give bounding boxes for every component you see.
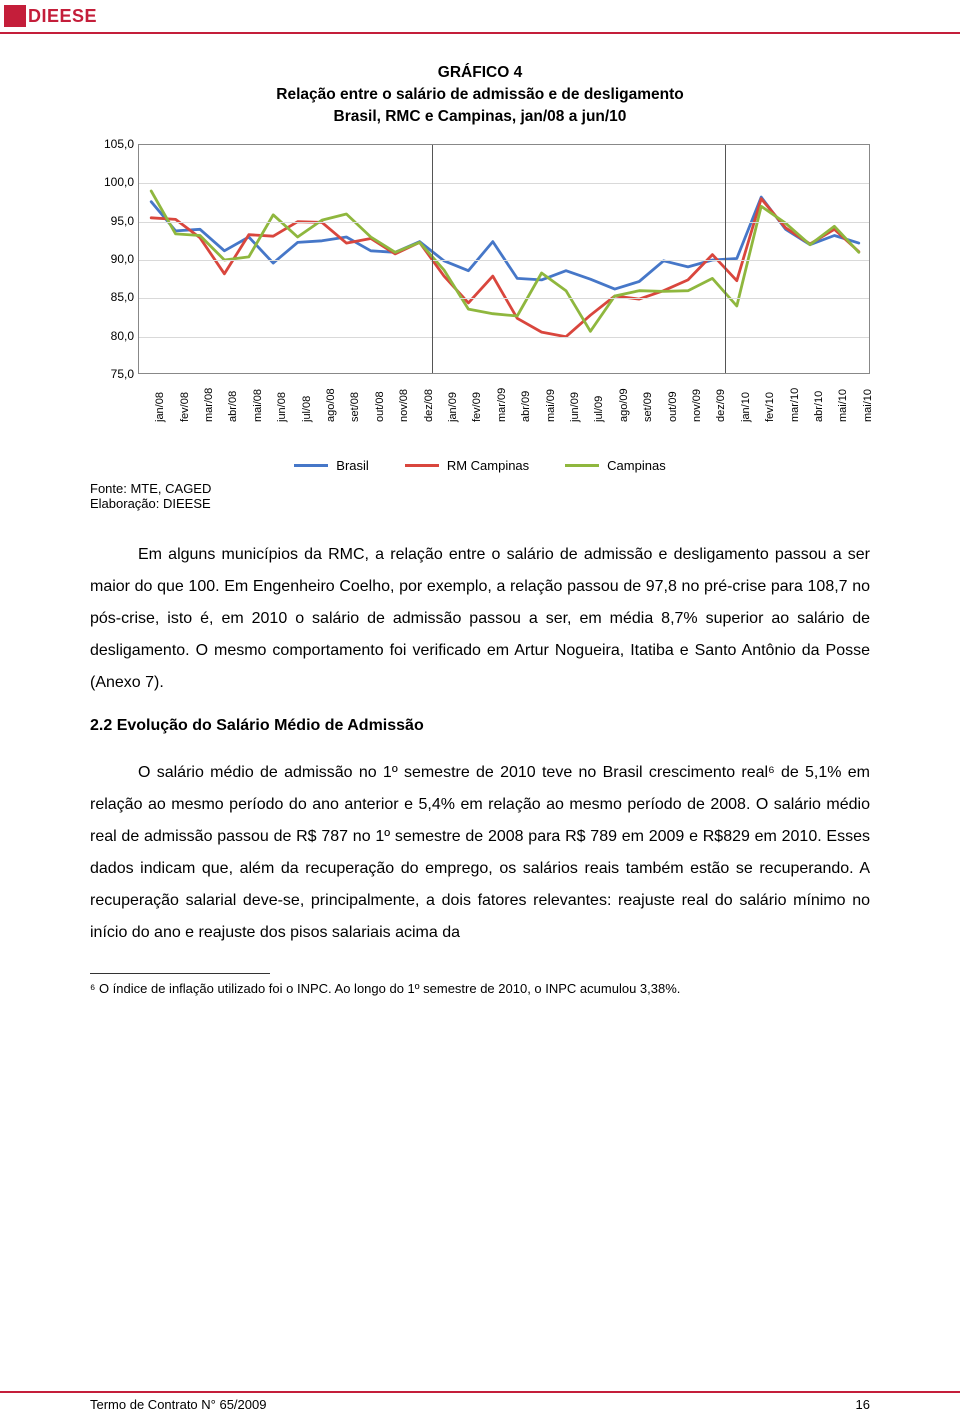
legend-label: RM Campinas <box>447 458 529 473</box>
header-bar: DIEESE <box>0 0 960 34</box>
x-tick-label: fev/09 <box>471 392 483 422</box>
footer-left: Termo de Contrato N° 65/2009 <box>90 1397 266 1412</box>
grid-line <box>139 298 869 299</box>
x-tick-label: dez/09 <box>715 389 727 422</box>
x-tick-label: mai/10 <box>837 389 849 422</box>
page-content: GRÁFICO 4 Relação entre o salário de adm… <box>0 34 960 998</box>
x-tick-label: mar/08 <box>203 388 215 422</box>
x-tick-label: jul/08 <box>301 396 313 422</box>
footnote-rule <box>90 973 270 974</box>
grid-line <box>139 337 869 338</box>
page-footer: Termo de Contrato N° 65/2009 16 <box>0 1391 960 1412</box>
chart-divider <box>432 145 433 373</box>
x-tick-label: abr/09 <box>520 391 532 422</box>
x-tick-label: jun/08 <box>276 392 288 422</box>
x-axis-labels: jan/08 fev/08 mar/08 abr/08 mai/08 jun/08 jul/… <box>138 378 870 424</box>
chart-source: Fonte: MTE, CAGED <box>90 481 870 496</box>
x-tick-label: jun/09 <box>569 392 581 422</box>
x-tick-label: out/09 <box>667 391 679 422</box>
x-tick-label: out/08 <box>374 391 386 422</box>
chart-plot-area <box>138 144 870 374</box>
chart-title-1: GRÁFICO 4 <box>90 64 870 82</box>
paragraph-2: O salário médio de admissão no 1º semest… <box>90 757 870 949</box>
y-tick-label: 105,0 <box>104 137 134 151</box>
footnote: ⁶ O índice de inflação utilizado foi o I… <box>90 980 870 998</box>
chart-title-3: Brasil, RMC e Campinas, jan/08 a jun/10 <box>90 108 870 126</box>
x-tick-label: ago/08 <box>325 388 337 422</box>
y-tick-label: 75,0 <box>111 367 134 381</box>
x-tick-label: nov/08 <box>398 389 410 422</box>
legend-swatch <box>405 464 439 467</box>
x-tick-label: jan/08 <box>154 392 166 422</box>
legend-swatch <box>565 464 599 467</box>
chart-legend: Brasil RM Campinas Campinas <box>90 458 870 473</box>
y-tick-label: 80,0 <box>111 329 134 343</box>
line-chart: 75,080,085,090,095,0100,0105,0 jan/08fev… <box>90 144 870 414</box>
x-tick-label: dez/08 <box>423 389 435 422</box>
x-tick-label: mai/08 <box>252 389 264 422</box>
logo: DIEESE <box>4 5 97 27</box>
section-heading: 2.2 Evolução do Salário Médio de Admissã… <box>90 717 870 735</box>
x-tick-label: mar/09 <box>496 388 508 422</box>
x-tick-label: fev/08 <box>179 392 191 422</box>
logo-text: DIEESE <box>28 6 97 27</box>
grid-line <box>139 183 869 184</box>
x-tick-label: mai/09 <box>545 389 557 422</box>
chart-divider <box>725 145 726 373</box>
legend-swatch <box>294 464 328 467</box>
logo-icon <box>4 5 26 27</box>
paragraph-1: Em alguns municípios da RMC, a relação e… <box>90 539 870 699</box>
x-tick-label: ago/09 <box>618 388 630 422</box>
x-tick-label: jul/09 <box>593 396 605 422</box>
y-tick-label: 100,0 <box>104 175 134 189</box>
legend-item: RM Campinas <box>405 458 529 473</box>
x-tick-label: abr/08 <box>227 391 239 422</box>
x-tick-label: set/08 <box>349 392 361 422</box>
legend-label: Brasil <box>336 458 369 473</box>
grid-line <box>139 260 869 261</box>
x-tick-label: fev/10 <box>764 392 776 422</box>
x-tick-label: abr/10 <box>813 391 825 422</box>
x-tick-label: mai/10 <box>862 389 874 422</box>
y-tick-label: 90,0 <box>111 252 134 266</box>
x-tick-label: set/09 <box>642 392 654 422</box>
chart-elaboration: Elaboração: DIEESE <box>90 496 870 511</box>
body-text: Em alguns municípios da RMC, a relação e… <box>90 539 870 949</box>
y-tick-label: 95,0 <box>111 214 134 228</box>
legend-item: Campinas <box>565 458 666 473</box>
legend-label: Campinas <box>607 458 666 473</box>
chart-title-2: Relação entre o salário de admissão e de… <box>90 86 870 104</box>
x-tick-label: nov/09 <box>691 389 703 422</box>
grid-line <box>139 222 869 223</box>
footer-right: 16 <box>856 1397 870 1412</box>
x-tick-label: jan/09 <box>447 392 459 422</box>
y-tick-label: 85,0 <box>111 290 134 304</box>
x-tick-label: mar/10 <box>789 388 801 422</box>
legend-item: Brasil <box>294 458 369 473</box>
x-tick-label: jan/10 <box>740 392 752 422</box>
